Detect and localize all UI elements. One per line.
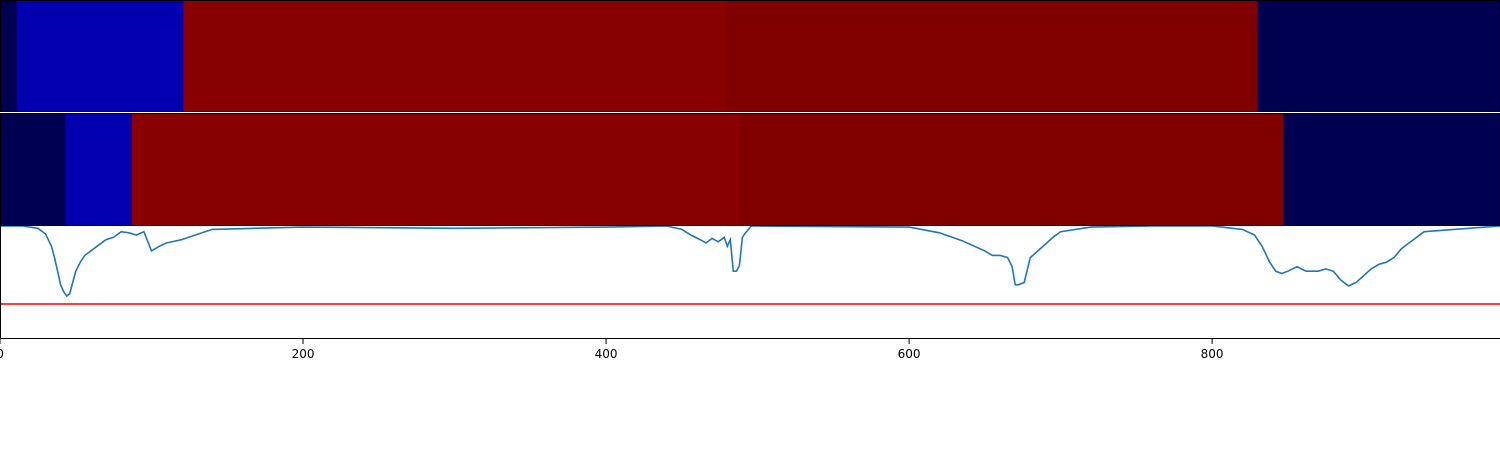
x-tick-label: 400: [595, 347, 618, 361]
heatmap-segment-0: [0, 0, 18, 112]
heatmap-segment-3: [739, 113, 1284, 226]
heatmap-segment-4: [1257, 0, 1500, 112]
series-line-0: [0, 226, 1500, 298]
x-tick-label: 0: [0, 347, 4, 361]
heatmap-segment-4: [1283, 113, 1500, 226]
x-tick-label: 600: [898, 347, 921, 361]
heatmap-segment-1: [65, 113, 133, 226]
line-panel: [0, 226, 1500, 339]
x-axis: 0 200 400 600 800: [0, 339, 1224, 361]
heatmap-segment-3: [727, 0, 1259, 112]
x-tick-label: 200: [292, 347, 315, 361]
heatmap-bottom: [0, 113, 1500, 226]
x-tick-label: 800: [1201, 347, 1224, 361]
heatmap-top: [0, 0, 1500, 112]
heatmap-segment-0: [0, 113, 66, 226]
heatmap-segment-2: [183, 0, 728, 112]
heatmap-segment-2: [131, 113, 740, 226]
heatmap-segment-1: [16, 0, 184, 112]
